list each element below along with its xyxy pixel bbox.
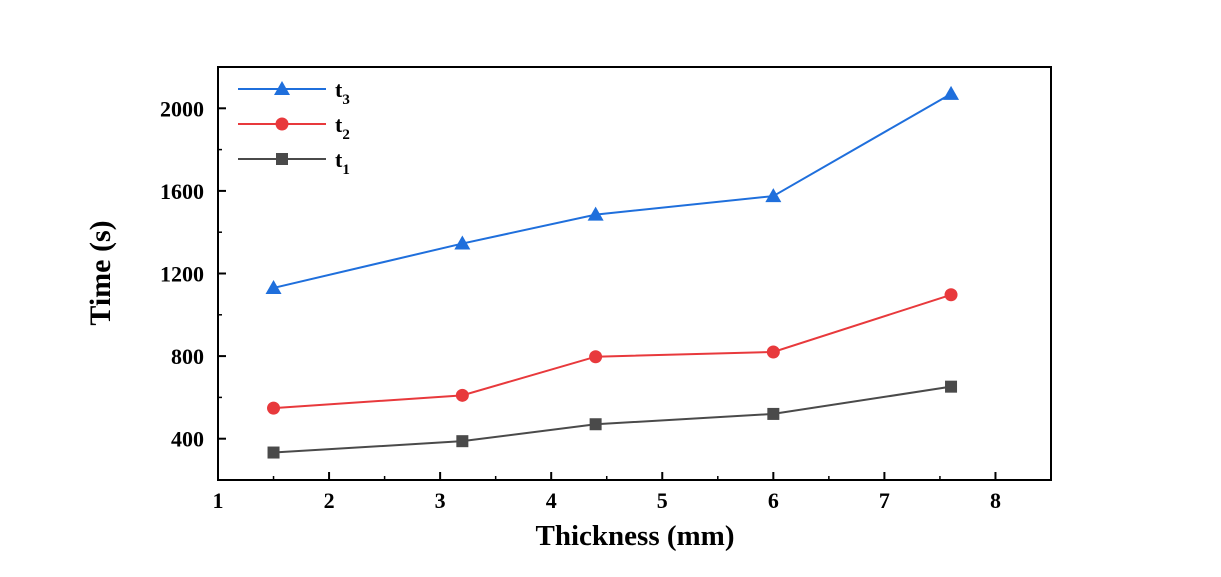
- data-point-t3: [454, 235, 471, 250]
- x-tick-label: 2: [324, 488, 335, 513]
- series-t3: [265, 85, 960, 294]
- legend-label: t3: [335, 77, 350, 108]
- legend-item-t3: t3: [238, 77, 350, 108]
- series-line-t3: [273, 92, 952, 289]
- data-point-t3: [765, 188, 782, 203]
- x-tick-label: 5: [657, 488, 668, 513]
- y-tick-label: 1600: [160, 179, 204, 204]
- y-tick-label: 800: [171, 344, 204, 369]
- data-point-t3: [265, 279, 282, 294]
- data-point-t2: [267, 401, 281, 415]
- data-point-t2: [766, 345, 780, 359]
- data-point-t1: [945, 380, 958, 393]
- series-line-t1: [273, 385, 952, 454]
- y-axis-title: Time (s): [84, 220, 117, 325]
- x-tick-label: 8: [990, 488, 1001, 513]
- tick-labels: 1 2 3 4 5 6 7 8 400 800 1200 1600 2000: [160, 96, 1001, 513]
- x-tick-label: 6: [768, 488, 779, 513]
- x-tick-label: 4: [546, 488, 557, 513]
- legend-label: t2: [335, 112, 350, 143]
- legend-marker: [275, 117, 289, 131]
- x-tick-label: 1: [213, 488, 224, 513]
- data-point-t1: [767, 407, 780, 420]
- y-tick-label: 400: [171, 427, 204, 452]
- data-point-t1: [267, 446, 280, 459]
- legend-label: t1: [335, 147, 350, 178]
- plot-frame: [217, 66, 1052, 481]
- x-tick-label: 3: [435, 488, 446, 513]
- x-axis-title: Thickness (mm): [536, 520, 735, 552]
- data-point-t2: [944, 288, 958, 302]
- series-layer: [265, 85, 960, 459]
- data-point-t2: [589, 350, 603, 364]
- legend-item-t1: t1: [238, 147, 350, 178]
- data-point-t2: [455, 388, 469, 402]
- legend-marker: [274, 81, 290, 95]
- series-line-t2: [273, 293, 952, 410]
- y-tick-label: 2000: [160, 96, 204, 121]
- x-tick-label: 7: [879, 488, 890, 513]
- series-t1: [267, 380, 958, 459]
- data-point-t1: [589, 418, 602, 431]
- data-point-t1: [456, 435, 469, 448]
- legend-item-t2: t2: [238, 112, 350, 143]
- data-point-t3: [943, 85, 960, 100]
- legend: t3 t2 t1: [238, 77, 350, 178]
- y-tick-label: 1200: [160, 262, 204, 287]
- series-t2: [267, 288, 958, 415]
- data-point-t3: [587, 206, 604, 221]
- legend-marker: [276, 153, 288, 165]
